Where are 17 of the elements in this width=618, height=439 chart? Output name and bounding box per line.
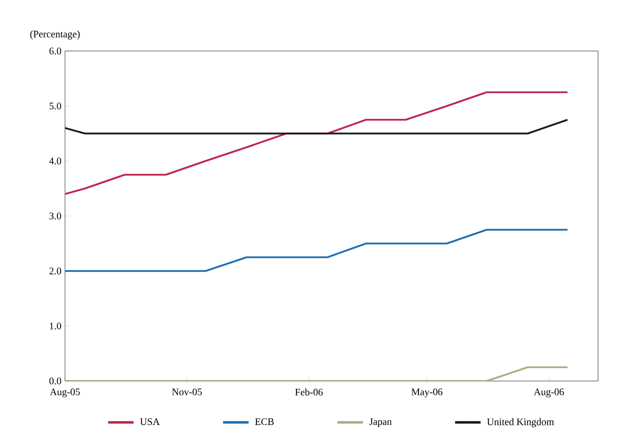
legend-label: United Kingdom xyxy=(487,418,554,428)
legend-label: ECB xyxy=(255,418,274,426)
y-tick-label: 3.0 xyxy=(50,212,62,220)
x-tick-label: Nov-05 xyxy=(172,388,202,396)
y-tick-label: 5.0 xyxy=(50,102,62,110)
x-tick-label: May-06 xyxy=(411,388,442,398)
y-tick-label: 2.0 xyxy=(49,268,62,274)
x-tick-label: Aug-05 xyxy=(50,388,80,398)
legend-label: USA xyxy=(140,418,160,426)
y-axis-title: (Percentage) xyxy=(30,30,80,40)
legend-label: Japan xyxy=(369,418,392,428)
x-tick-label: Feb-06 xyxy=(295,388,323,396)
y-tick-label: 0.0 xyxy=(49,378,62,384)
x-tick-label: Aug-06 xyxy=(534,388,564,398)
y-tick-label: 4.0 xyxy=(49,158,62,164)
y-tick-label: 1.0 xyxy=(50,322,62,330)
y-tick-label: 6.0 xyxy=(49,48,62,54)
